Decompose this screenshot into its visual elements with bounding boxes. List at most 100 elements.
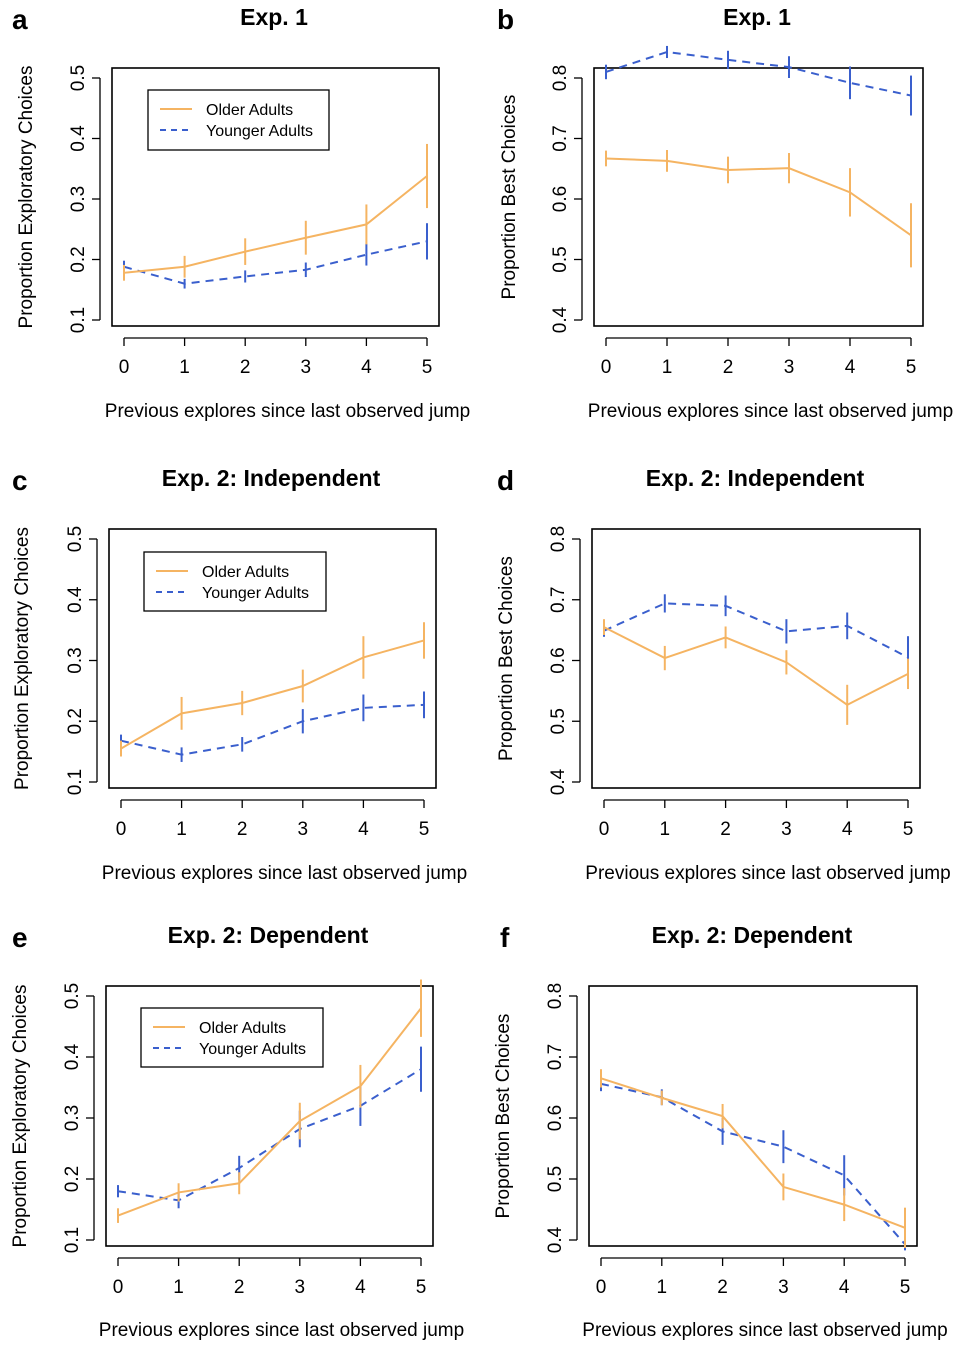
series-older — [600, 1069, 906, 1248]
x-tick-label: 4 — [355, 1277, 366, 1298]
legend-label: Younger Adults — [206, 123, 313, 140]
y-tick-label: 0.1 — [62, 1227, 83, 1253]
y-axis-title: Proportion Exploratory Choices — [16, 66, 37, 329]
x-tick-label: 2 — [717, 1277, 728, 1298]
panel-letter: b — [497, 4, 514, 35]
plot-frame — [591, 528, 921, 789]
x-axis-title: Previous explores since last observed ju… — [105, 401, 470, 422]
x-tick-label: 2 — [234, 1277, 245, 1298]
x-tick-label: 5 — [900, 1277, 911, 1298]
x-tick-label: 3 — [781, 819, 792, 840]
x-tick-label: 0 — [599, 819, 610, 840]
x-tick-label: 2 — [237, 819, 248, 840]
x-tick-label: 5 — [906, 357, 917, 378]
plot-frame — [105, 985, 434, 1247]
panel-title: Exp. 2: Independent — [162, 465, 381, 491]
panel-f: f Exp. 2: Dependent 0 1 2 3 4 5 0.4 0.5 0.6 0.7 0.8 P… — [493, 922, 948, 1341]
y-tick-label: 0.5 — [65, 526, 86, 552]
series-older — [605, 149, 912, 268]
y-tick-label: 0.2 — [62, 1166, 83, 1192]
x-tick-label: 4 — [842, 819, 853, 840]
series-line — [605, 157, 912, 237]
x-tick-label: 3 — [784, 357, 795, 378]
y-tick-label: 0.4 — [68, 125, 89, 152]
panel-b: b Exp. 1 0 1 2 3 4 5 0.4 0.5 0.6 0.7 0.8 Previous exp… — [497, 4, 953, 422]
x-tick-label: 0 — [596, 1277, 607, 1298]
panel-letter: f — [500, 922, 510, 953]
y-tick-label: 0.5 — [550, 246, 571, 272]
series-line — [120, 639, 425, 750]
x-tick-label: 2 — [723, 357, 734, 378]
series-line — [120, 703, 425, 756]
x-tick-label: 5 — [416, 1277, 427, 1298]
x-tick-label: 1 — [657, 1277, 668, 1298]
x-tick-label: 2 — [720, 819, 731, 840]
x-tick-label: 4 — [358, 819, 369, 840]
x-tick-label: 5 — [419, 819, 430, 840]
y-tick-label: 0.4 — [550, 306, 571, 333]
panel-title: Exp. 1 — [240, 4, 308, 30]
panel-title: Exp. 1 — [723, 4, 791, 30]
panel-title: Exp. 2: Dependent — [168, 922, 369, 948]
series-line — [605, 50, 912, 97]
legend-box — [143, 551, 327, 612]
x-tick-label: 3 — [301, 357, 312, 378]
x-axis-title: Previous explores since last observed ju… — [582, 1320, 947, 1341]
x-tick-label: 5 — [903, 819, 914, 840]
x-tick-label: 0 — [113, 1277, 124, 1298]
y-tick-label: 0.7 — [550, 125, 571, 151]
y-tick-label: 0.4 — [65, 586, 86, 613]
x-axis-title: Previous explores since last observed ju… — [585, 863, 950, 884]
y-axis-title: Proportion Exploratory Choices — [12, 527, 33, 790]
y-tick-label: 0.6 — [548, 647, 569, 673]
series-older — [123, 143, 428, 281]
series-line — [603, 602, 909, 659]
x-tick-label: 0 — [116, 819, 127, 840]
y-tick-label: 0.3 — [62, 1105, 83, 1131]
panel-title: Exp. 2: Dependent — [652, 922, 853, 948]
x-tick-label: 4 — [361, 357, 372, 378]
series-older — [117, 979, 422, 1223]
x-tick-label: 5 — [422, 357, 433, 378]
y-tick-label: 0.6 — [550, 186, 571, 212]
panel-letter: a — [12, 4, 28, 35]
series-line — [600, 1082, 906, 1245]
legend: Older Adults Younger Adults — [140, 1007, 324, 1068]
y-tick-label: 0.4 — [548, 768, 569, 795]
y-tick-label: 0.5 — [548, 708, 569, 734]
panel-c: c Exp. 2: Independent 0 1 2 3 4 5 0.1 0.2 0.3 0.4 0.… — [12, 465, 467, 884]
x-tick-label: 0 — [601, 357, 612, 378]
panel-letter: e — [12, 922, 28, 953]
y-axis-title: Proportion Best Choices — [496, 556, 517, 761]
x-tick-label: 1 — [662, 357, 673, 378]
x-tick-label: 1 — [179, 357, 190, 378]
x-axis-title: Previous explores since last observed ju… — [102, 863, 467, 884]
x-tick-label: 4 — [845, 357, 856, 378]
legend-box — [140, 1007, 324, 1068]
y-tick-label: 0.8 — [545, 983, 566, 1009]
series-line — [117, 1068, 422, 1202]
y-tick-label: 0.8 — [550, 65, 571, 91]
series-line — [600, 1077, 906, 1229]
x-tick-label: 1 — [173, 1277, 184, 1298]
series-younger — [605, 45, 912, 116]
y-tick-label: 0.7 — [545, 1044, 566, 1070]
y-axis-title: Proportion Best Choices — [499, 95, 520, 300]
panel-letter: c — [12, 465, 28, 496]
series-younger — [600, 1076, 906, 1251]
legend-label: Older Adults — [199, 1020, 286, 1037]
y-tick-label: 0.2 — [65, 708, 86, 734]
legend-label: Younger Adults — [199, 1041, 306, 1058]
series-younger — [117, 1046, 422, 1209]
plot-frame — [108, 528, 437, 789]
legend-label: Younger Adults — [202, 585, 309, 602]
series-line — [603, 626, 909, 707]
x-tick-label: 3 — [298, 819, 309, 840]
series-older — [120, 622, 425, 757]
legend-label: Older Adults — [202, 564, 289, 581]
x-tick-label: 1 — [176, 819, 187, 840]
legend-label: Older Adults — [206, 102, 293, 119]
y-tick-label: 0.4 — [62, 1043, 83, 1070]
series-younger — [120, 691, 425, 762]
